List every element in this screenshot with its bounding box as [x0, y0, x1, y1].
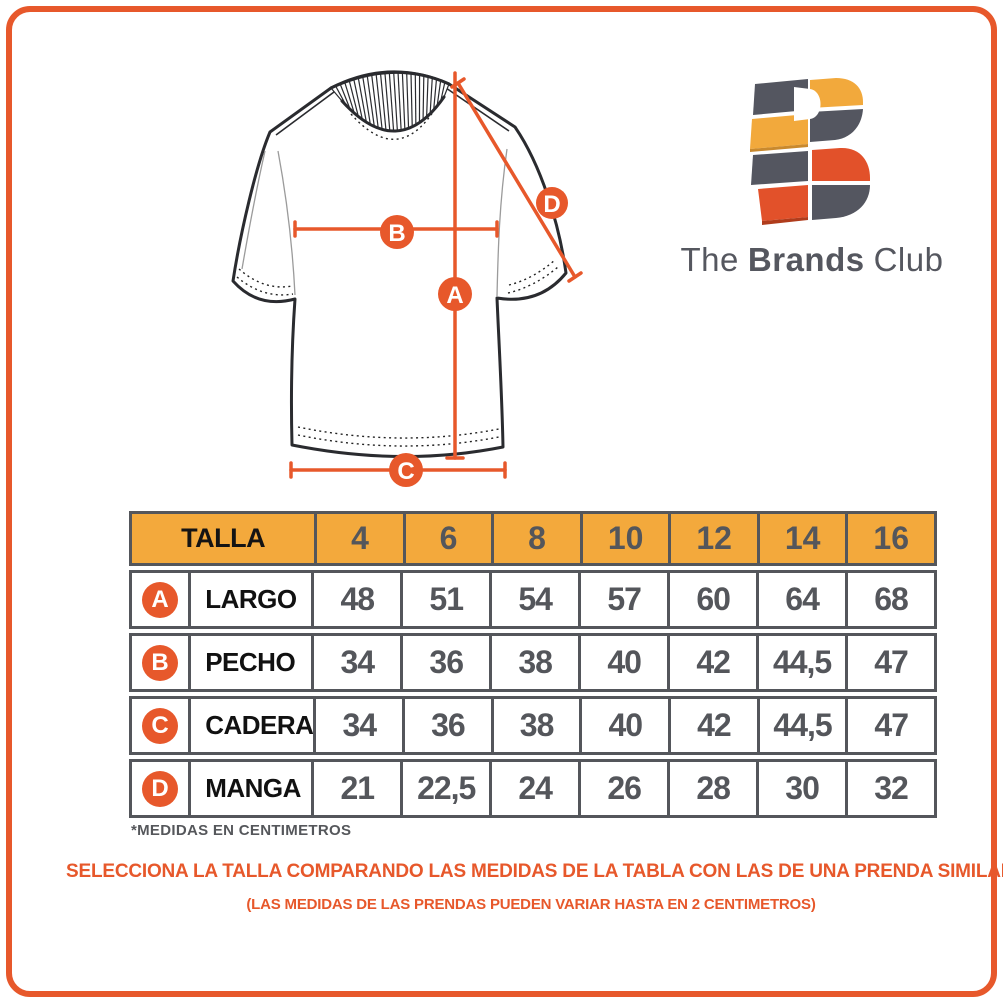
size-help: SELECCIONA LA TALLA COMPARANDO LAS MEDID… [66, 861, 1003, 913]
row-label-manga: MANGA [188, 759, 315, 818]
row-label-cadera: CADERA [188, 696, 317, 755]
badge-a: A [142, 581, 179, 618]
row-badge-cell: D [129, 759, 192, 818]
units-note: *MEDIDAS EN CENTIMETROS [131, 822, 352, 839]
brand-wordmark: The Brands Club [680, 241, 944, 279]
collar-ribs [330, 72, 450, 132]
row-badge-cell: C [129, 696, 192, 755]
marker-a [438, 277, 472, 311]
marker-d [536, 187, 568, 219]
value-cell: 34 [311, 633, 404, 692]
wordmark-club: Club [873, 241, 944, 278]
value-cell: 26 [578, 759, 671, 818]
row-badge-cell: A [129, 570, 192, 629]
measure-line-c: C [289, 453, 507, 487]
row-label-largo: LARGO [188, 570, 315, 629]
value-cell: 40 [578, 633, 671, 692]
value-cell: 51 [400, 570, 493, 629]
value-cell: 42 [667, 633, 760, 692]
table-row-largo: A LARGO 48 51 54 57 60 64 68 [129, 570, 938, 629]
value-cell: 32 [845, 759, 938, 818]
table-row-manga: D MANGA 21 22,5 24 26 28 30 32 [129, 759, 938, 818]
size-table: TALLA 4 6 8 10 12 14 16 A LARGO 48 51 54… [129, 511, 938, 818]
table-row-cadera: C CADERA 34 36 38 40 42 44,5 47 [129, 696, 938, 755]
value-cell: 60 [667, 570, 760, 629]
value-cell: 54 [489, 570, 582, 629]
size-disclaimer-text: (LAS MEDIDAS DE LAS PRENDAS PUEDEN VARIA… [246, 896, 816, 913]
value-cell: 42 [668, 696, 760, 755]
value-cell: 36 [400, 633, 493, 692]
marker-c-label: C [397, 458, 414, 485]
brand-logo-mark [750, 78, 870, 225]
value-cell: 47 [845, 633, 938, 692]
row-badge-cell: B [129, 633, 192, 692]
value-cell: 38 [490, 696, 583, 755]
badge-b: B [142, 644, 179, 681]
size-col-header-8: 8 [491, 511, 583, 566]
size-col-header-4: 4 [314, 511, 406, 566]
tshirt-diagram: B A D C [218, 55, 618, 510]
marker-d-label: D [543, 191, 560, 218]
value-cell: 57 [578, 570, 671, 629]
value-cell: 44,5 [756, 696, 849, 755]
size-col-header-6: 6 [402, 511, 495, 566]
wordmark-the: The [680, 241, 739, 278]
value-cell: 68 [845, 570, 938, 629]
size-col-header-16: 16 [845, 511, 937, 566]
value-cell: 64 [756, 570, 849, 629]
value-cell: 40 [579, 696, 672, 755]
measure-line-b: B [293, 215, 499, 249]
measure-line-d: D [450, 77, 583, 283]
size-help-text: SELECCIONA LA TALLA COMPARANDO LAS MEDID… [66, 861, 1003, 882]
value-cell: 38 [489, 633, 582, 692]
marker-b [380, 215, 414, 249]
value-cell: 30 [756, 759, 849, 818]
marker-b-label: B [388, 220, 405, 247]
size-col-header-12: 12 [668, 511, 760, 566]
wordmark-brands: Brands [747, 241, 865, 278]
value-cell: 24 [489, 759, 582, 818]
value-cell: 48 [311, 570, 404, 629]
value-cell: 22,5 [400, 759, 493, 818]
tshirt-outline [231, 70, 568, 459]
marker-a-label: A [446, 282, 463, 309]
badge-d: D [142, 770, 179, 807]
value-cell: 44,5 [756, 633, 849, 692]
marker-c [389, 453, 423, 487]
value-cell: 34 [313, 696, 406, 755]
value-cell: 21 [311, 759, 404, 818]
table-header-cell-talla: TALLA [129, 511, 318, 566]
value-cell: 28 [667, 759, 760, 818]
value-cell: 47 [845, 696, 938, 755]
badge-c: C [142, 707, 179, 744]
measure-line-a: A [438, 71, 472, 460]
row-label-pecho: PECHO [188, 633, 315, 692]
size-col-header-14: 14 [756, 511, 849, 566]
table-row-pecho: B PECHO 34 36 38 40 42 44,5 47 [129, 633, 938, 692]
size-col-header-10: 10 [579, 511, 672, 566]
value-cell: 36 [402, 696, 494, 755]
table-header-row: TALLA 4 6 8 10 12 14 16 [129, 511, 937, 566]
brand-logo: The Brands Club [680, 78, 944, 279]
tshirt-drawing: B A D C [231, 70, 583, 487]
page-border [6, 6, 997, 997]
